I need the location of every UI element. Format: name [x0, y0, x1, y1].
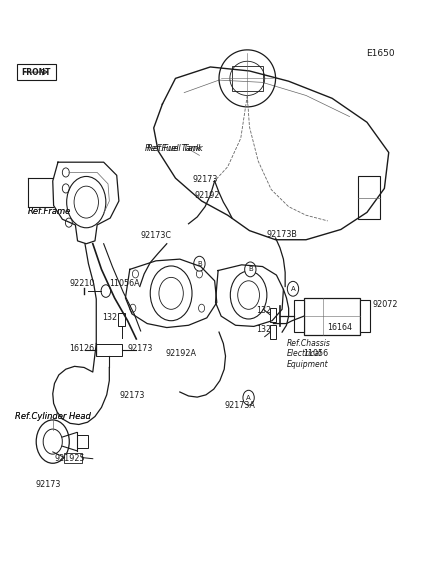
- Text: 92210: 92210: [69, 279, 95, 288]
- Bar: [270, 325, 276, 339]
- Text: Ref.Fuel Tank: Ref.Fuel Tank: [147, 144, 203, 153]
- Bar: [358, 176, 380, 219]
- Text: 92173: 92173: [36, 480, 61, 489]
- Text: 921925: 921925: [55, 454, 85, 463]
- Text: A: A: [290, 286, 295, 292]
- Text: Ref.Cylinder Head: Ref.Cylinder Head: [15, 412, 91, 421]
- Text: E1650: E1650: [366, 49, 394, 58]
- Text: 132: 132: [256, 325, 271, 333]
- Circle shape: [245, 262, 256, 277]
- Bar: [96, 344, 122, 356]
- Circle shape: [243, 390, 254, 405]
- Bar: [304, 297, 360, 335]
- Bar: [294, 300, 304, 332]
- Text: B: B: [197, 261, 202, 266]
- Text: B: B: [248, 266, 253, 272]
- Text: Ref.Fuel Tank: Ref.Fuel Tank: [145, 144, 201, 153]
- Circle shape: [194, 256, 205, 271]
- Bar: [118, 313, 125, 327]
- Text: Ref.Frame: Ref.Frame: [28, 207, 71, 215]
- Bar: [17, 64, 56, 80]
- Text: 92173C: 92173C: [141, 231, 171, 240]
- Text: 132: 132: [256, 306, 271, 315]
- Text: Ref.Chassis
Electrical
Equipment: Ref.Chassis Electrical Equipment: [286, 339, 330, 368]
- Text: 11056A: 11056A: [109, 279, 139, 288]
- Text: 92173B: 92173B: [267, 230, 297, 238]
- Text: 92192A: 92192A: [165, 350, 196, 358]
- Bar: [232, 66, 262, 92]
- Circle shape: [287, 281, 299, 296]
- Bar: [64, 453, 82, 463]
- Text: 16126: 16126: [69, 344, 95, 352]
- Text: Ref.Frame: Ref.Frame: [28, 207, 71, 215]
- Bar: [77, 435, 88, 449]
- Text: 92173: 92173: [128, 344, 153, 352]
- Text: 92192: 92192: [194, 191, 219, 200]
- Text: FRONT: FRONT: [21, 68, 51, 77]
- Text: 92072: 92072: [372, 300, 398, 309]
- Text: A: A: [246, 395, 251, 401]
- Text: 11056: 11056: [303, 350, 328, 358]
- Circle shape: [101, 285, 111, 297]
- Text: 132: 132: [102, 313, 117, 323]
- Bar: [270, 308, 276, 322]
- Bar: [360, 300, 370, 332]
- Text: 92173A: 92173A: [224, 401, 255, 410]
- Text: 92173: 92173: [119, 391, 145, 401]
- Text: 16164: 16164: [328, 323, 353, 332]
- Text: Ref.Cylinder Head: Ref.Cylinder Head: [15, 412, 91, 421]
- Text: 92173: 92173: [192, 175, 218, 184]
